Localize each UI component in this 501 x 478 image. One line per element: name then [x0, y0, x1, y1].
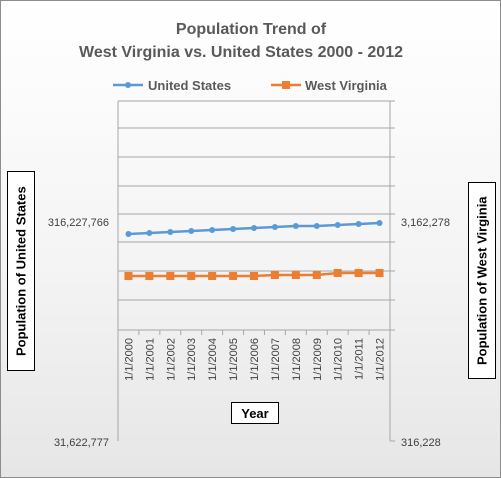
- chart-title-line2: West Virginia vs. United States 2000 - 2…: [79, 44, 403, 61]
- gridlines: [118, 100, 390, 331]
- right-axis-max-label: 3,162,278: [401, 217, 450, 229]
- series-united-states: [125, 220, 383, 237]
- category-label: 1/1/2000: [123, 338, 135, 381]
- data-point: [376, 220, 383, 226]
- data-point: [145, 272, 154, 280]
- data-point: [251, 225, 257, 231]
- data-point: [334, 222, 341, 228]
- data-point: [208, 272, 217, 280]
- category-label: 1/1/2011: [354, 338, 366, 380]
- data-point: [355, 221, 362, 227]
- series-west-virginia: [124, 269, 384, 280]
- data-point: [167, 229, 174, 235]
- category-label: 1/1/2002: [165, 338, 177, 381]
- x-axis-title: Year: [231, 402, 279, 424]
- data-point: [333, 269, 342, 277]
- category-label: 1/1/2003: [186, 338, 198, 381]
- legend-label: United States: [148, 78, 231, 93]
- y-axis-title-left: Population of United States: [7, 171, 35, 371]
- right-axis-min-label: 316,228: [401, 437, 441, 449]
- data-point: [230, 226, 237, 232]
- legend-item-united-states: United States: [113, 78, 231, 93]
- data-point: [312, 271, 321, 279]
- data-point: [354, 269, 363, 277]
- data-point: [271, 224, 278, 230]
- category-label: 1/1/2006: [249, 338, 261, 381]
- category-label: 1/1/2007: [270, 338, 282, 381]
- category-label: 1/1/2001: [144, 338, 156, 381]
- legend-marker: [125, 82, 131, 88]
- data-point: [375, 269, 384, 277]
- data-point: [209, 227, 216, 233]
- category-label: 1/1/2010: [333, 338, 345, 381]
- series-group: [124, 220, 384, 280]
- data-point: [250, 272, 258, 280]
- category-label: 1/1/2008: [291, 338, 303, 381]
- category-label: 1/1/2012: [375, 338, 387, 381]
- axis-tick-labels: 316,227,766 31,622,777 3,162,278 316,228: [48, 217, 450, 449]
- legend: United States West Virginia: [113, 78, 388, 93]
- category-label: 1/1/2005: [228, 338, 240, 381]
- data-point: [146, 230, 153, 236]
- category-label: 1/1/2009: [312, 338, 324, 381]
- data-point: [166, 272, 175, 280]
- y-axis-title-right: Population of West Virginia: [468, 182, 496, 379]
- left-axis-min-label: 31,622,777: [54, 437, 109, 449]
- data-point: [125, 231, 132, 237]
- legend-item-west-virginia: West Virginia: [271, 78, 388, 93]
- data-point: [188, 228, 195, 234]
- data-point: [313, 223, 320, 229]
- data-point: [291, 271, 300, 279]
- data-point: [270, 271, 279, 279]
- data-point: [124, 272, 133, 280]
- left-axis-max-label: 316,227,766: [48, 217, 109, 229]
- legend-marker: [282, 81, 290, 89]
- data-point: [229, 272, 238, 280]
- data-point: [187, 272, 196, 280]
- data-point: [292, 223, 299, 229]
- category-labels: 1/1/2000 1/1/2001 1/1/2002 1/1/2003 1/1/2004…: [123, 338, 386, 381]
- legend-label: West Virginia: [305, 78, 388, 93]
- axes: [117, 100, 395, 442]
- chart-title-line1: Population Trend of: [176, 21, 327, 38]
- category-label: 1/1/2004: [207, 338, 219, 381]
